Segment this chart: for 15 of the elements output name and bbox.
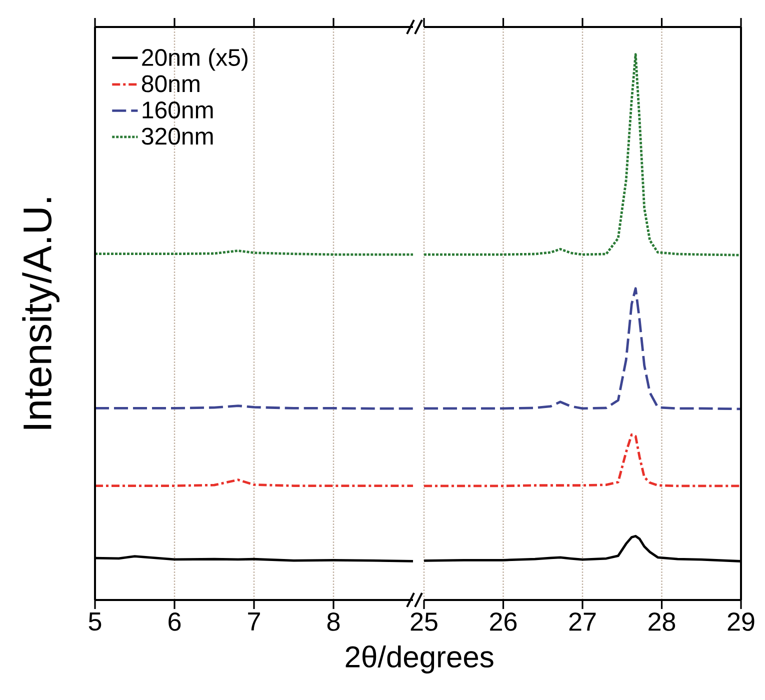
legend-label: 320nm xyxy=(142,128,213,145)
x-axis-title: 2θ/degrees xyxy=(346,646,494,674)
x-tick-label: 27 xyxy=(569,612,596,631)
legend-label: 20nm (x5) xyxy=(142,48,248,71)
x-tick-label: 26 xyxy=(490,612,517,631)
x-tick-label: 7 xyxy=(248,612,260,630)
x-tick-label: 25 xyxy=(410,612,438,631)
legend-label: 80nm xyxy=(142,75,200,92)
x-tick-label: 29 xyxy=(728,612,754,631)
x-tick-label: 28 xyxy=(648,612,676,631)
legend-label: 160nm xyxy=(142,102,213,119)
x-tick-label: 8 xyxy=(327,612,340,631)
y-axis-title: Intensity/A.U. xyxy=(22,198,60,429)
x-tick-label: 6 xyxy=(168,612,181,631)
x-tick-label: 5 xyxy=(88,612,102,631)
